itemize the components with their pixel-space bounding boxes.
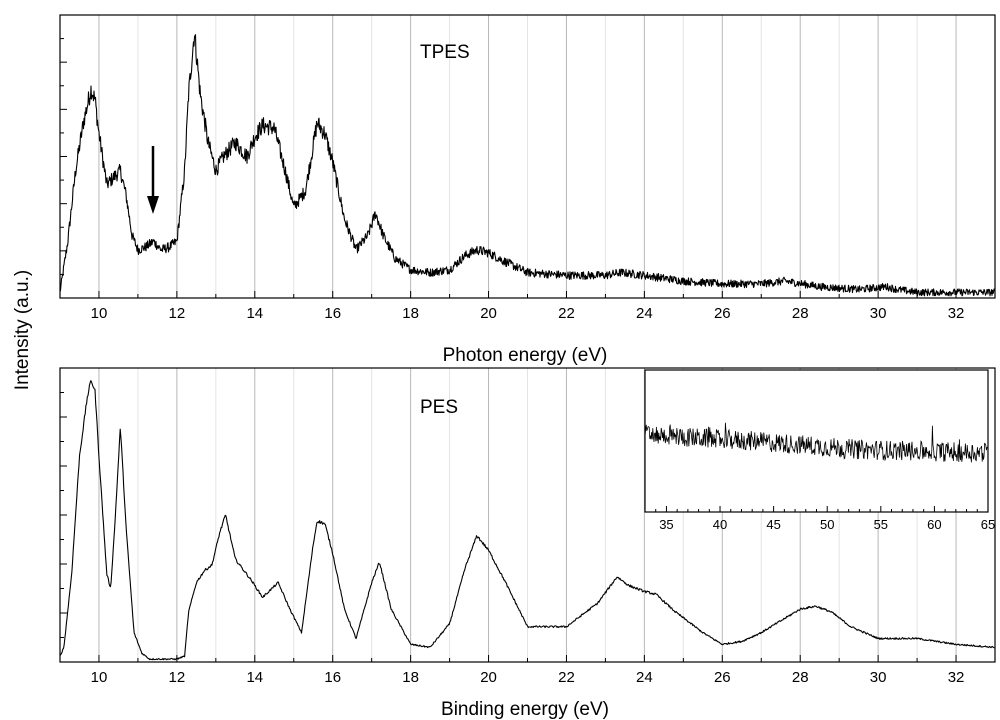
pes-x-tick-label: 16	[324, 669, 341, 686]
tpes-x-tick-label: 30	[870, 305, 887, 322]
pes-x-tick-label: 28	[792, 669, 809, 686]
tpes-panel: 10 12 14 16 18 20 22 24 26 28 30 32	[59, 14, 996, 322]
inset-x-tick-label: 55	[874, 517, 888, 532]
tpes-x-tick-label: 20	[480, 305, 497, 322]
pes-x-tick-label: 20	[480, 669, 497, 686]
tpes-x-tick-label: 14	[246, 305, 263, 322]
tpes-arrow-annotation	[147, 146, 159, 214]
inset-x-tick-label: 50	[820, 517, 834, 532]
pes-x-tick-label: 18	[402, 669, 419, 686]
pes-x-axis-title: Binding energy (eV)	[441, 699, 609, 720]
tpes-x-tick-label: 28	[792, 305, 809, 322]
tpes-x-tick-label: 10	[91, 305, 108, 322]
tpes-x-axis-title: Photon energy (eV)	[443, 345, 608, 366]
arrow-head	[147, 196, 159, 214]
inset-x-tick-label: 60	[927, 517, 941, 532]
pes-x-tick-label: 24	[636, 669, 653, 686]
pes-x-tick-label: 26	[714, 669, 731, 686]
inset-x-tick-label: 40	[713, 517, 727, 532]
tpes-x-tick-label: 12	[169, 305, 186, 322]
tpes-x-tick-label: 32	[948, 305, 965, 322]
inset-x-tick-label: 65	[981, 517, 995, 532]
tpes-plot-frame	[59, 14, 996, 299]
tpes-spectrum-line	[59, 34, 996, 297]
pes-x-tick-label: 14	[246, 669, 263, 686]
pes-spectrum-line	[59, 380, 995, 661]
pes-inset-panel: 35 40 45 50 55 60 65	[644, 369, 995, 532]
pes-x-tick-label: 10	[91, 669, 108, 686]
tpes-x-tick-label: 22	[558, 305, 575, 322]
inset-x-tick-label: 45	[766, 517, 780, 532]
pes-panel: 10 12 14 16 18 20 22 24 26 28 30 32	[59, 367, 996, 686]
tpes-panel-title: TPES	[420, 42, 470, 63]
pes-panel-title: PES	[420, 397, 458, 418]
pes-x-tick-label: 32	[948, 669, 965, 686]
tpes-x-tick-label: 24	[636, 305, 653, 322]
inset-x-tick-label: 35	[659, 517, 673, 532]
tpes-x-tick-label: 18	[402, 305, 419, 322]
tpes-x-tick-label: 16	[324, 305, 341, 322]
tpes-x-tick-label: 26	[714, 305, 731, 322]
inset-spectrum-line	[644, 422, 988, 463]
y-axis-title: Intensity (a.u.)	[12, 270, 33, 390]
pes-x-tick-label: 30	[870, 669, 887, 686]
pes-x-tick-label: 12	[169, 669, 186, 686]
pes-plot-frame	[59, 367, 996, 663]
pes-x-tick-label: 22	[558, 669, 575, 686]
